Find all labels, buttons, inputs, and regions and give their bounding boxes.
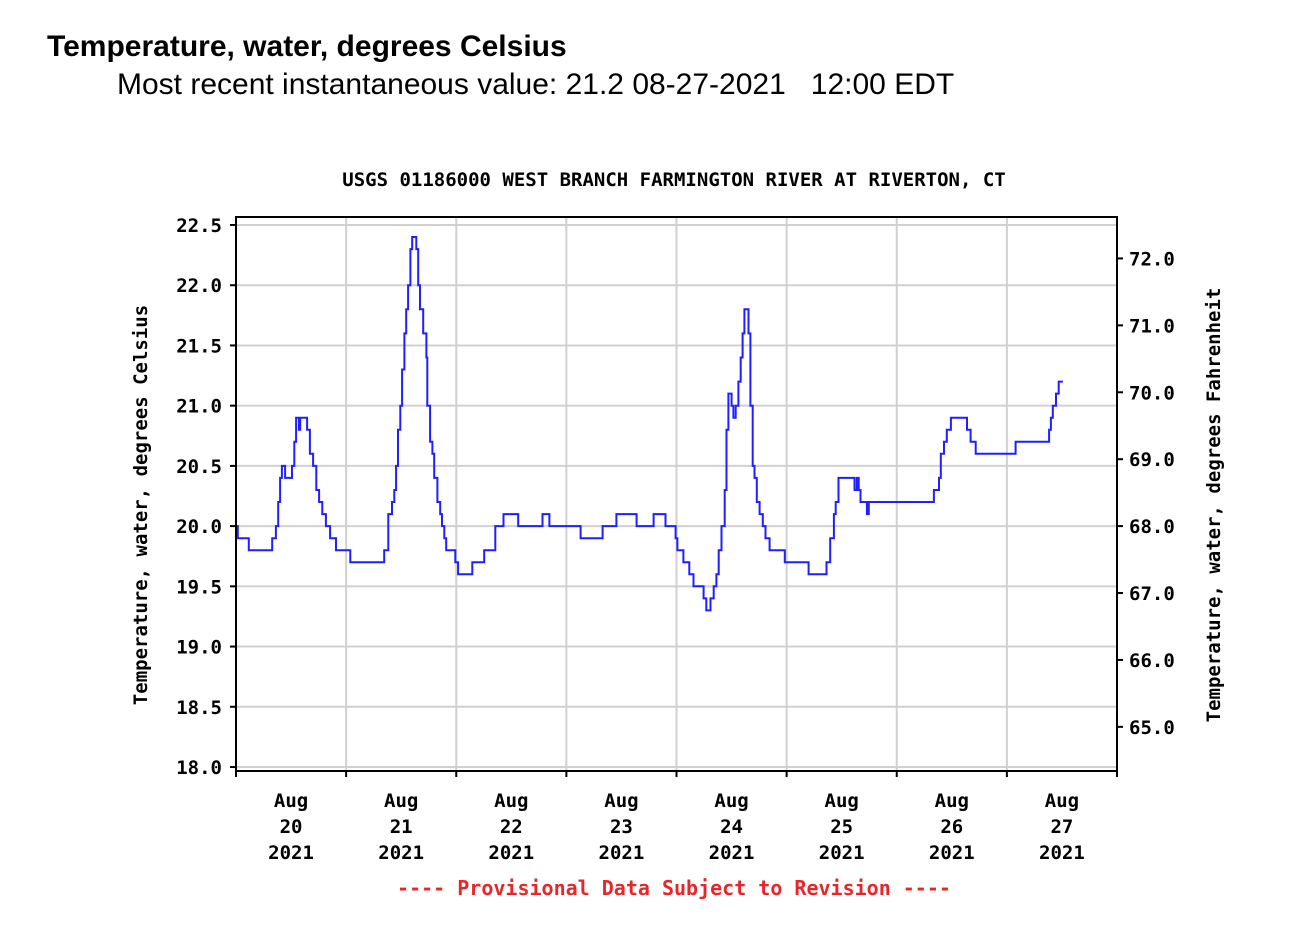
x-tick-label: 2021 (819, 842, 865, 864)
y-right-tick-label: 66.0 (1129, 650, 1175, 672)
y-tick-label: 20.0 (176, 516, 222, 538)
x-tick-label: 20 (280, 816, 303, 838)
x-tick-label: Aug (935, 790, 969, 812)
x-axis: Aug 20 2021 Aug 21 2021 Aug 22 2021 Aug 23 2021 Aug 2… (235, 771, 1118, 864)
x-tick-label: Aug (604, 790, 638, 812)
x-tick-label: 2021 (709, 842, 755, 864)
y-axis-right: 65.0 66.0 67.0 68.0 69.0 70.0 71.0 72.0 (1117, 248, 1175, 739)
y-right-tick-label: 70.0 (1129, 382, 1175, 404)
y-tick-label: 22.0 (176, 275, 222, 297)
grid (236, 217, 1117, 771)
y-tick-label: 21.5 (176, 335, 222, 357)
y-right-tick-label: 69.0 (1129, 449, 1175, 471)
x-tick-label: Aug (274, 790, 308, 812)
x-tick-label: 25 (830, 816, 853, 838)
x-tick-label: Aug (494, 790, 528, 812)
x-tick-label: Aug (1045, 790, 1079, 812)
y-right-tick-label: 71.0 (1129, 315, 1175, 337)
y-right-tick-label: 65.0 (1129, 717, 1175, 739)
x-tick-label: Aug (714, 790, 748, 812)
plot-frame (235, 216, 1118, 772)
y-tick-label: 18.0 (176, 757, 222, 779)
x-tick-label: 22 (500, 816, 523, 838)
x-tick-label: Aug (384, 790, 418, 812)
y-tick-label: 19.0 (176, 637, 222, 659)
x-tick-label: 26 (940, 816, 963, 838)
x-tick-label: 2021 (599, 842, 645, 864)
series-line-temperature (236, 236, 1063, 612)
y-tick-label: 20.5 (176, 456, 222, 478)
x-tick-label: 23 (610, 816, 633, 838)
x-tick-label: 2021 (1039, 842, 1085, 864)
y-tick-label: 21.0 (176, 396, 222, 418)
y-axis-label-left: Temperature, water, degrees Celsius (130, 305, 152, 705)
y-right-tick-label: 67.0 (1129, 583, 1175, 605)
y-axis-label-right: Temperature, water, degrees Fahrenheit (1203, 288, 1225, 723)
y-tick-label: 19.5 (176, 576, 222, 598)
chart-title: USGS 01186000 WEST BRANCH FARMINGTON RIV… (342, 169, 1005, 191)
x-tick-label: 24 (720, 816, 743, 838)
y-right-tick-label: 72.0 (1129, 248, 1175, 270)
x-tick-label: 2021 (488, 842, 534, 864)
x-tick-label: 2021 (378, 842, 424, 864)
y-tick-label: 18.5 (176, 697, 222, 719)
y-tick-label: 22.5 (176, 215, 222, 237)
x-tick-label: 21 (390, 816, 413, 838)
page-title: Temperature, water, degrees Celsius (47, 30, 567, 63)
x-tick-label: Aug (825, 790, 859, 812)
y-right-tick-label: 68.0 (1129, 516, 1175, 538)
x-tick-label: 2021 (268, 842, 314, 864)
x-tick-label: 27 (1050, 816, 1073, 838)
provisional-data-note: ---- Provisional Data Subject to Revisio… (397, 876, 951, 900)
y-axis-left: 18.0 18.5 19.0 19.5 20.0 20.5 21.0 21.5 22.0 22.5 (176, 215, 236, 779)
x-tick-label: 2021 (929, 842, 975, 864)
most-recent-value: Most recent instantaneous value: 21.2 08… (117, 68, 955, 101)
